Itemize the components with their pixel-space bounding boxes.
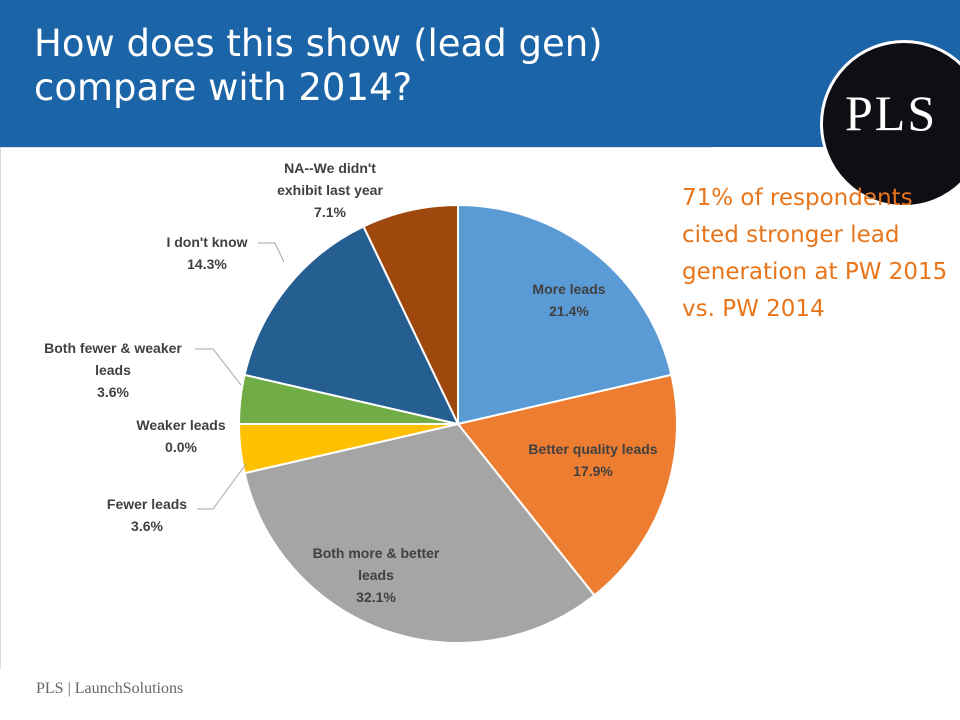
data-label-value-4: 0.0% <box>165 439 197 455</box>
slide-title: How does this show (lead gen) compare wi… <box>34 22 603 109</box>
data-label-value-6: 14.3% <box>187 256 227 272</box>
pie-slice-7 <box>362 203 459 425</box>
data-label-name-1: Better quality leads <box>528 441 657 457</box>
callout-text: 71% of respondents cited stronger lead g… <box>682 185 948 322</box>
data-label-name-7: exhibit last year <box>277 182 383 198</box>
data-label-name-2: Both more & better <box>313 545 440 561</box>
data-label-name-0: More leads <box>532 281 605 297</box>
data-label-value-0: 21.4% <box>549 303 589 319</box>
data-label-name-5: Both fewer & weaker <box>44 340 182 356</box>
pls-logo-text: PLS <box>845 85 938 141</box>
pls-logo-circle <box>820 40 960 208</box>
pie-slice-0 <box>457 203 673 426</box>
header-bar <box>0 0 960 147</box>
data-label-name-3: Fewer leads <box>107 496 187 512</box>
data-label-name-7: NA--We didn't <box>284 160 376 176</box>
data-label-name-6: I don't know <box>166 234 247 250</box>
data-label-name-5: leads <box>95 362 131 378</box>
pie-slice-2 <box>243 422 596 644</box>
data-label-name-4: Weaker leads <box>136 417 225 433</box>
data-label-value-2: 32.1% <box>356 589 396 605</box>
data-label-value-1: 17.9% <box>573 463 613 479</box>
data-label-value-7: 7.1% <box>314 204 346 220</box>
leader-line-6 <box>258 242 285 263</box>
pie-slice-6 <box>243 225 460 426</box>
leader-line-3 <box>197 463 247 510</box>
footer-text: PLS | LaunchSolutions <box>36 680 184 697</box>
data-label-value-3: 3.6% <box>131 518 163 534</box>
data-label-value-5: 3.6% <box>97 384 129 400</box>
leader-line-5 <box>195 348 242 386</box>
data-label-name-2: leads <box>358 567 394 583</box>
pie-slice-1 <box>456 373 678 597</box>
